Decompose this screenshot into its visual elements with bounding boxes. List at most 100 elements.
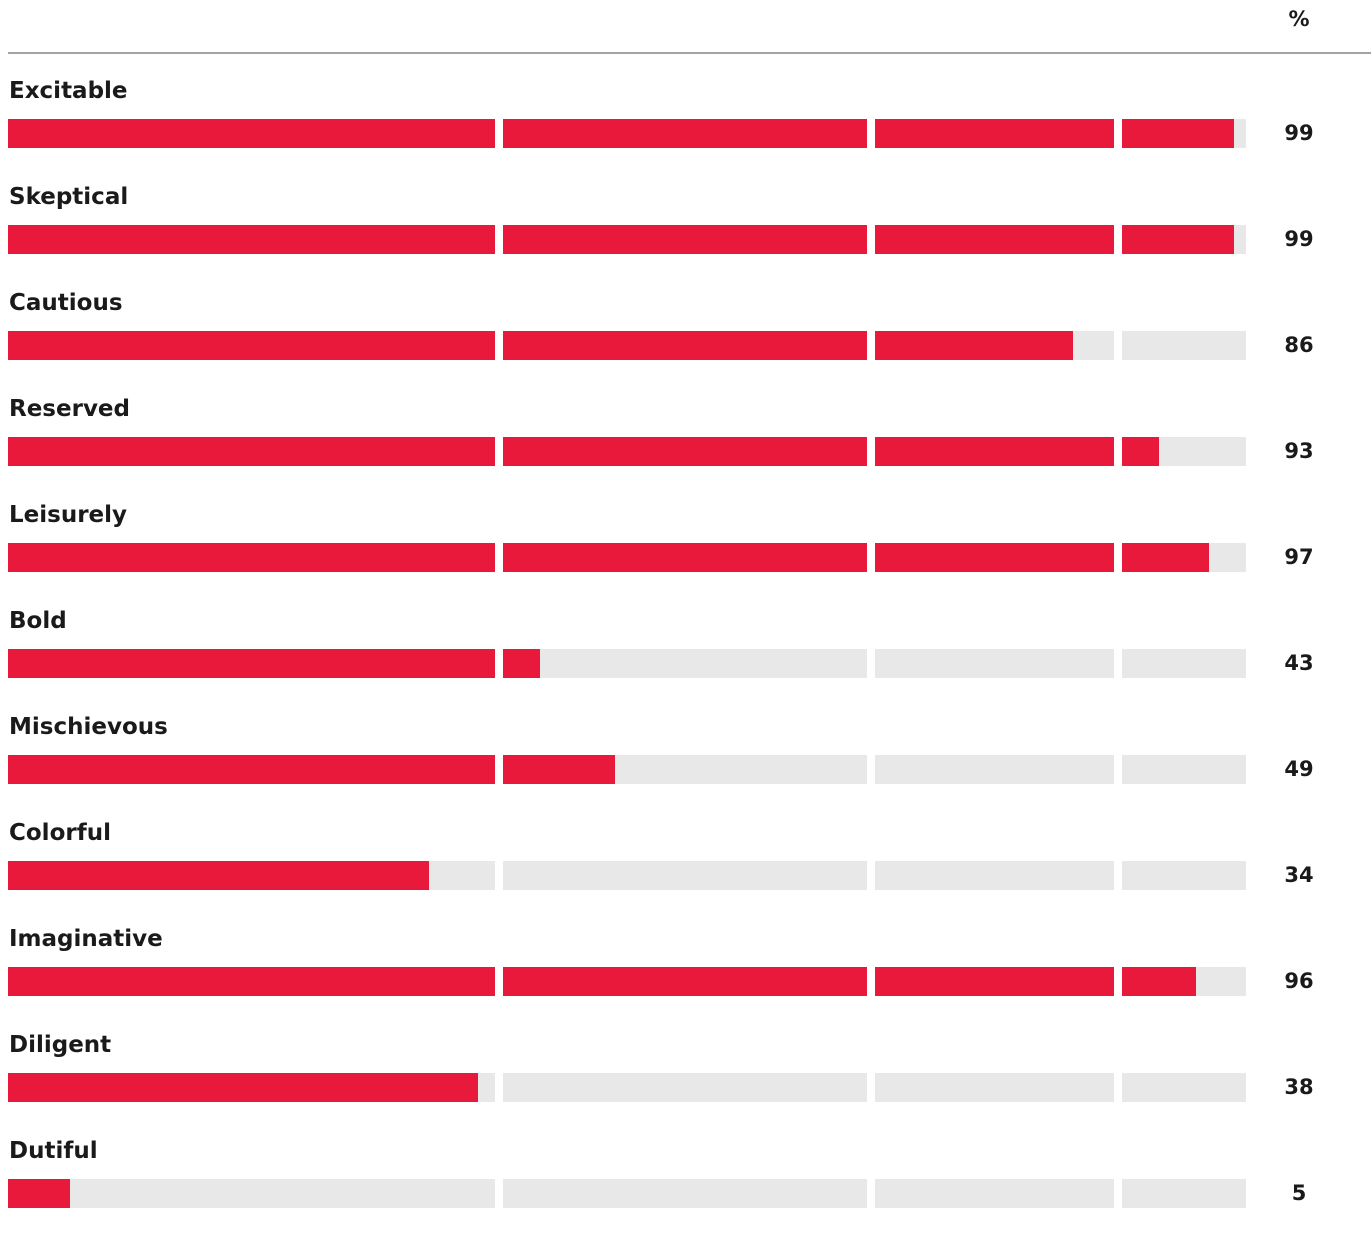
unit-header: % <box>1240 6 1358 32</box>
bar-fill <box>503 225 866 254</box>
bar-row: Leisurely97 <box>0 500 1371 606</box>
value-label: 93 <box>1240 436 1358 466</box>
bar-fill <box>8 861 429 890</box>
bar-segment <box>8 543 495 572</box>
category-label: Diligent <box>9 1030 111 1060</box>
bar-segment <box>503 1179 866 1208</box>
value-label: 99 <box>1240 224 1358 254</box>
value-label: 96 <box>1240 966 1358 996</box>
bar-segment <box>503 225 866 254</box>
bar-fill <box>1122 119 1233 148</box>
value-label: 43 <box>1240 648 1358 678</box>
bar-fill <box>8 1073 478 1102</box>
category-label: Leisurely <box>9 500 127 530</box>
bar-row: Mischievous49 <box>0 712 1371 818</box>
bar-segment <box>8 119 495 148</box>
bar-fill <box>875 331 1073 360</box>
bar-segment <box>875 225 1115 254</box>
bar-row: Skeptical 99 <box>0 182 1371 288</box>
bar-track <box>8 119 1246 148</box>
bar-segment <box>875 755 1115 784</box>
bar-segment <box>8 967 495 996</box>
value-label: 5 <box>1240 1178 1358 1208</box>
bar-fill <box>8 119 495 148</box>
bar-track <box>8 967 1246 996</box>
bar-segment <box>1122 649 1246 678</box>
bar-fill <box>875 437 1115 466</box>
bar-fill <box>1122 437 1159 466</box>
bar-segment <box>1122 331 1246 360</box>
bar-row: Excitable 99 <box>0 76 1371 182</box>
bar-fill <box>8 1179 70 1208</box>
bar-fill <box>503 437 866 466</box>
bar-segment <box>8 1179 495 1208</box>
bar-fill <box>8 331 495 360</box>
bar-segment <box>1122 119 1246 148</box>
bar-fill <box>8 649 495 678</box>
bar-track <box>8 225 1246 254</box>
bar-fill <box>8 755 495 784</box>
bar-row: Bold43 <box>0 606 1371 712</box>
bar-fill <box>503 967 866 996</box>
bar-segment <box>1122 1073 1246 1102</box>
bar-segment <box>1122 861 1246 890</box>
bar-track <box>8 1073 1246 1102</box>
bar-fill <box>503 755 614 784</box>
bar-segment <box>1122 755 1246 784</box>
bar-segment <box>503 649 866 678</box>
bar-segment <box>503 861 866 890</box>
bar-segment <box>875 1179 1115 1208</box>
bar-segment <box>1122 437 1246 466</box>
bar-fill <box>8 225 495 254</box>
category-label: Skeptical <box>9 182 128 212</box>
bar-segment <box>8 649 495 678</box>
bar-track <box>8 437 1246 466</box>
bar-fill <box>875 225 1115 254</box>
bar-segment <box>503 755 866 784</box>
bar-fill <box>1122 967 1196 996</box>
category-label: Excitable <box>9 76 128 106</box>
bar-segment <box>8 1073 495 1102</box>
bar-row: Cautious86 <box>0 288 1371 394</box>
bar-segment <box>875 649 1115 678</box>
bar-segment <box>875 967 1115 996</box>
bar-segment <box>1122 1179 1246 1208</box>
bar-row: Colorful34 <box>0 818 1371 924</box>
category-label: Dutiful <box>9 1136 98 1166</box>
value-label: 99 <box>1240 118 1358 148</box>
header-rule <box>8 52 1371 54</box>
bar-fill <box>8 967 495 996</box>
bar-fill <box>503 331 866 360</box>
value-label: 38 <box>1240 1072 1358 1102</box>
percentile-bar-chart: % Excitable 99 Skeptical 99 Cautious86Reserv… <box>0 0 1371 1205</box>
bar-fill <box>503 119 866 148</box>
bar-segment <box>1122 543 1246 572</box>
bar-track <box>8 649 1246 678</box>
bar-segment <box>875 331 1115 360</box>
bar-fill <box>1122 225 1233 254</box>
bar-segment <box>875 437 1115 466</box>
bar-fill <box>875 543 1115 572</box>
bar-row: Dutiful 5 <box>0 1136 1371 1242</box>
bar-row: Diligent 38 <box>0 1030 1371 1136</box>
bar-fill <box>8 437 495 466</box>
bar-segment <box>503 543 866 572</box>
bar-fill <box>8 543 495 572</box>
bar-fill <box>503 543 866 572</box>
bar-fill <box>1122 543 1209 572</box>
value-label: 86 <box>1240 330 1358 360</box>
bar-segment <box>8 437 495 466</box>
bar-segment <box>8 755 495 784</box>
bar-row: Reserved93 <box>0 394 1371 500</box>
category-label: Imaginative <box>9 924 163 954</box>
bar-track <box>8 861 1246 890</box>
bar-track <box>8 331 1246 360</box>
bar-segment <box>503 437 866 466</box>
bar-segment <box>503 331 866 360</box>
value-label: 34 <box>1240 860 1358 890</box>
value-label: 49 <box>1240 754 1358 784</box>
bar-segment <box>8 225 495 254</box>
bar-segment <box>875 1073 1115 1102</box>
bar-segment <box>503 119 866 148</box>
bar-fill <box>875 967 1115 996</box>
